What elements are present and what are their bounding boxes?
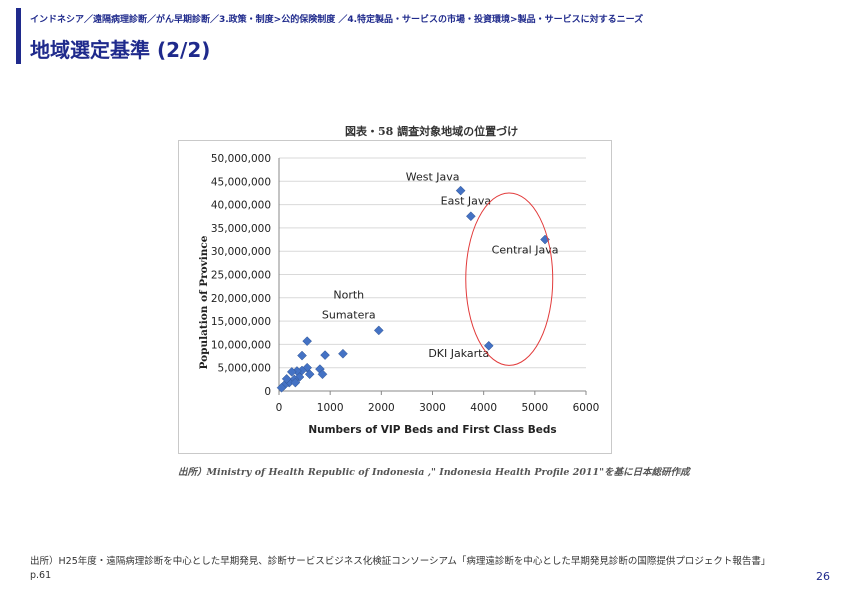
data-point [302,336,312,346]
data-point [373,325,384,336]
y-tick-label: 40,000,000 [211,200,271,212]
data-label: Central Java [492,244,559,257]
data-point [297,350,307,361]
x-tick-label: 2000 [368,402,395,414]
y-tick-label: 50,000,000 [211,153,271,165]
figure-title: 図表・58 調査対象地域の位置づけ [345,125,519,138]
y-tick-label: 30,000,000 [211,246,271,258]
scatter-chart: 0 5,000,000 10,000,000 15,000,000 20,000,000… [198,153,600,436]
data-point [320,350,330,360]
data-point [290,377,301,388]
y-tick-label: 10,000,000 [211,339,271,351]
x-tick-label: 4000 [470,402,497,414]
data-point [455,185,466,196]
data-point [286,367,297,377]
data-point [483,340,494,351]
x-tick-label: 1000 [317,402,344,414]
data-point [304,369,315,380]
highlight-circle [465,192,554,366]
chart-frame: 0 5,000,000 10,000,000 15,000,000 20,000,000… [178,140,612,454]
x-tick-label: 3000 [419,402,446,414]
data-point [276,382,287,393]
data-point [317,369,328,380]
breadcrumb: インドネシア／遠隔病理診断／がん早期診断／3.政策・制度>公的保険制度 ／4.特… [30,15,644,25]
data-label: North [333,288,364,301]
data-label: DKI Jakarta [428,347,489,360]
data-point [466,211,476,222]
y-tick-label: 15,000,000 [211,316,271,328]
y-axis-label: Population of Province [198,235,210,369]
footer-source: 出所）H25年度・遠隔病理診断を中心とした早期発見、診断サービスビジネス化検証コ… [30,556,766,581]
data-label: Sumatera [322,308,376,321]
y-tick-label: 20,000,000 [211,293,271,305]
y-tick-label: 45,000,000 [211,176,271,188]
title-accent-bar [16,8,21,64]
data-label: East Java [441,194,491,207]
y-tick-label: 0 [264,386,271,398]
x-axis-label: Numbers of VIP Beds and First Class Beds [308,424,556,436]
y-tick-label: 25,000,000 [211,270,271,282]
page-title: 地域選定基準 (2/2) [30,38,211,62]
page-number: 26 [816,570,830,583]
y-tick-label: 5,000,000 [218,363,271,375]
chart-source-note: 出所）Ministry of Health Republic of Indone… [178,467,690,478]
data-point [338,348,348,359]
x-tick-label: 6000 [573,402,600,414]
y-tick-label: 35,000,000 [211,223,271,235]
x-tick-label: 0 [276,402,283,414]
x-tick-label: 5000 [521,402,548,414]
data-label: West Java [406,171,460,184]
